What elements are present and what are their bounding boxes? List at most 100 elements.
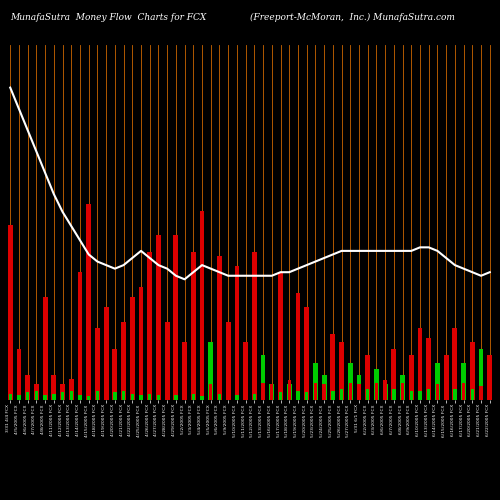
Bar bbox=[243, 342, 248, 400]
Bar bbox=[244, 384, 248, 400]
Bar bbox=[461, 363, 466, 400]
Bar bbox=[70, 390, 73, 400]
Bar bbox=[270, 384, 274, 400]
Bar bbox=[470, 342, 474, 400]
Bar bbox=[166, 388, 169, 400]
Bar bbox=[140, 396, 142, 400]
Bar bbox=[34, 390, 38, 400]
Bar bbox=[42, 297, 48, 400]
Bar bbox=[61, 392, 64, 400]
Bar bbox=[436, 384, 439, 400]
Bar bbox=[288, 380, 291, 400]
Bar bbox=[130, 394, 134, 400]
Bar bbox=[122, 390, 126, 400]
Bar bbox=[234, 266, 240, 400]
Bar bbox=[480, 386, 482, 400]
Bar bbox=[348, 363, 352, 400]
Bar bbox=[331, 390, 334, 400]
Bar bbox=[44, 396, 47, 400]
Bar bbox=[296, 293, 300, 400]
Bar bbox=[366, 389, 370, 400]
Bar bbox=[69, 380, 73, 400]
Bar bbox=[444, 384, 448, 400]
Bar bbox=[270, 384, 274, 400]
Bar bbox=[304, 308, 309, 400]
Bar bbox=[400, 376, 405, 400]
Bar bbox=[104, 388, 108, 400]
Bar bbox=[156, 236, 161, 400]
Bar bbox=[401, 383, 404, 400]
Bar bbox=[418, 328, 422, 400]
Bar bbox=[339, 342, 344, 400]
Bar bbox=[313, 363, 318, 400]
Bar bbox=[435, 363, 440, 400]
Bar bbox=[209, 384, 212, 400]
Bar bbox=[148, 252, 152, 400]
Bar bbox=[358, 384, 360, 400]
Bar bbox=[235, 396, 238, 400]
Bar bbox=[16, 348, 21, 400]
Bar bbox=[314, 383, 317, 400]
Bar bbox=[86, 204, 91, 400]
Bar bbox=[157, 396, 160, 400]
Bar bbox=[26, 392, 30, 400]
Bar bbox=[208, 342, 213, 400]
Bar bbox=[18, 396, 20, 400]
Bar bbox=[330, 334, 335, 400]
Bar bbox=[392, 389, 396, 400]
Bar bbox=[427, 389, 430, 400]
Bar bbox=[478, 348, 484, 400]
Bar bbox=[52, 394, 56, 400]
Bar bbox=[278, 272, 283, 400]
Text: (Freeport-McMoran,  Inc.) MunafaSutra.com: (Freeport-McMoran, Inc.) MunafaSutra.com bbox=[250, 12, 455, 22]
Bar bbox=[174, 236, 178, 400]
Bar bbox=[322, 384, 326, 400]
Bar bbox=[226, 383, 230, 400]
Bar bbox=[356, 376, 362, 400]
Bar bbox=[488, 354, 492, 400]
Bar bbox=[217, 256, 222, 400]
Bar bbox=[121, 322, 126, 400]
Bar bbox=[113, 392, 116, 400]
Bar bbox=[374, 383, 378, 400]
Bar bbox=[95, 328, 100, 400]
Bar bbox=[174, 396, 178, 400]
Bar bbox=[183, 386, 186, 400]
Bar bbox=[148, 394, 152, 400]
Bar bbox=[392, 348, 396, 400]
Bar bbox=[418, 390, 422, 400]
Bar bbox=[112, 348, 117, 400]
Bar bbox=[462, 383, 466, 400]
Bar bbox=[452, 328, 458, 400]
Bar bbox=[104, 308, 108, 400]
Bar bbox=[26, 376, 30, 400]
Bar bbox=[130, 297, 134, 400]
Bar bbox=[8, 225, 12, 400]
Bar bbox=[96, 390, 99, 400]
Bar bbox=[262, 383, 265, 400]
Bar bbox=[78, 396, 82, 400]
Bar bbox=[52, 376, 56, 400]
Bar bbox=[444, 354, 448, 400]
Bar bbox=[182, 342, 187, 400]
Bar bbox=[488, 384, 492, 400]
Bar bbox=[60, 384, 65, 400]
Bar bbox=[252, 394, 256, 400]
Bar bbox=[287, 384, 292, 400]
Bar bbox=[374, 369, 379, 400]
Bar bbox=[192, 394, 195, 400]
Bar bbox=[296, 390, 300, 400]
Bar bbox=[340, 389, 343, 400]
Bar bbox=[426, 338, 431, 400]
Bar bbox=[34, 384, 39, 400]
Bar bbox=[165, 322, 170, 400]
Bar bbox=[200, 396, 203, 400]
Bar bbox=[252, 252, 257, 400]
Bar bbox=[78, 272, 82, 400]
Bar bbox=[409, 354, 414, 400]
Bar bbox=[87, 396, 90, 400]
Bar bbox=[226, 322, 230, 400]
Bar bbox=[305, 392, 308, 400]
Bar bbox=[384, 380, 387, 400]
Text: MunafaSutra  Money Flow  Charts for FCX: MunafaSutra Money Flow Charts for FCX bbox=[10, 12, 206, 22]
